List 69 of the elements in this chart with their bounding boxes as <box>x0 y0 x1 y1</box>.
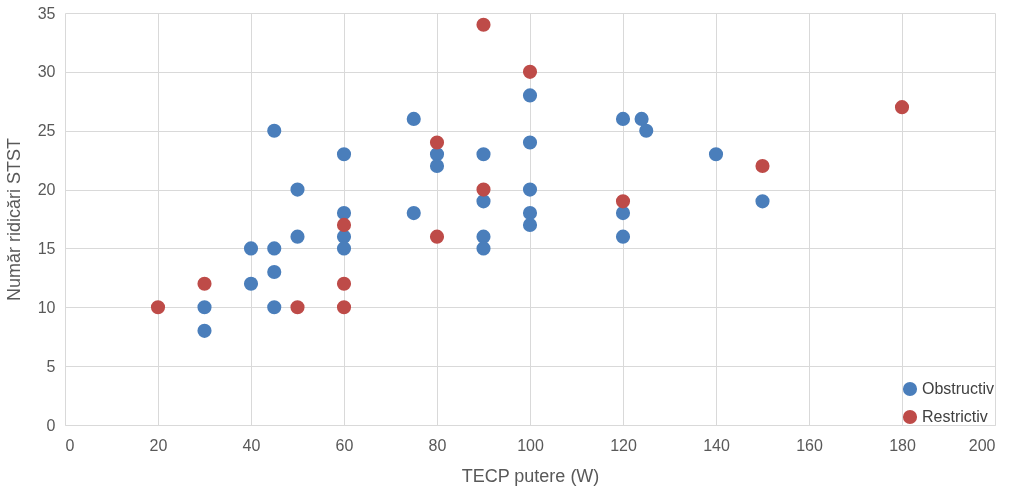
point <box>639 123 654 138</box>
legend-label: Restrictiv <box>922 408 988 425</box>
y-tick-label: 20 <box>37 181 56 199</box>
point <box>476 194 491 209</box>
point <box>406 111 421 126</box>
x-tick-label: 0 <box>65 436 75 454</box>
x-tick-label: 140 <box>703 436 730 454</box>
x-tick-label: 60 <box>335 436 354 454</box>
x-tick-label: 100 <box>517 436 544 454</box>
point <box>336 276 352 291</box>
point <box>290 300 305 315</box>
point <box>522 135 538 150</box>
point <box>243 276 259 291</box>
point <box>267 241 282 256</box>
point <box>522 64 538 79</box>
point <box>197 323 212 338</box>
point <box>429 158 445 174</box>
point <box>429 135 445 150</box>
point <box>336 300 352 315</box>
x-tick-label: 20 <box>149 436 168 454</box>
x-tick-label: 180 <box>889 436 916 454</box>
point <box>150 300 166 315</box>
point <box>755 158 770 174</box>
point <box>615 111 631 126</box>
x-axis-title: TECP putere (W) <box>461 465 600 486</box>
point <box>290 182 305 197</box>
point <box>476 182 491 197</box>
point <box>522 206 538 221</box>
point <box>336 147 352 162</box>
point <box>197 300 212 315</box>
x-tick-label: 40 <box>242 436 261 454</box>
point <box>243 241 259 256</box>
point <box>615 229 631 244</box>
point <box>267 123 282 138</box>
point <box>197 276 212 291</box>
x-tick-label: 120 <box>610 436 637 454</box>
x-tick-label: 80 <box>428 436 447 454</box>
point <box>522 88 538 103</box>
point <box>476 17 491 32</box>
point <box>476 147 491 162</box>
point <box>476 229 491 244</box>
point <box>755 194 770 209</box>
point <box>336 241 352 256</box>
y-tick-label: 0 <box>46 416 56 434</box>
point <box>894 100 910 115</box>
y-tick-label: 10 <box>37 298 56 316</box>
y-tick-label: 30 <box>37 63 56 81</box>
point <box>476 241 491 256</box>
point <box>336 206 352 221</box>
point <box>267 264 282 280</box>
point <box>522 182 538 197</box>
point <box>634 111 649 126</box>
legend-label: Obstructiv <box>922 380 995 397</box>
point <box>290 229 305 244</box>
y-tick-label: 35 <box>37 4 56 22</box>
point <box>615 194 631 209</box>
point <box>267 300 282 315</box>
point <box>522 217 538 232</box>
y-tick-label: 15 <box>37 239 56 257</box>
point <box>429 229 445 244</box>
point <box>406 206 421 221</box>
y-tick-label: 25 <box>37 122 56 140</box>
y-axis-title: Număr ridicări STST <box>3 137 24 302</box>
y-tick-label: 5 <box>46 357 56 375</box>
x-tick-label: 200 <box>968 436 996 454</box>
point <box>708 147 724 162</box>
point <box>336 217 352 232</box>
x-tick-label: 160 <box>796 436 823 454</box>
point <box>615 206 631 221</box>
